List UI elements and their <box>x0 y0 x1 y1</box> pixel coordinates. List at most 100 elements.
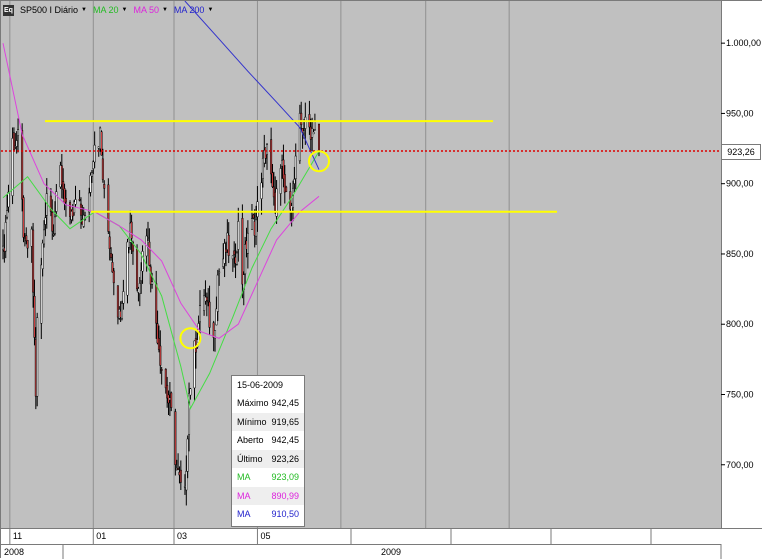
candle-body <box>4 222 7 252</box>
candle-body <box>224 248 227 253</box>
candle-body <box>301 128 304 133</box>
candle-body <box>126 241 129 296</box>
chevron-down-icon: ▼ <box>121 7 128 13</box>
candle-body <box>279 168 282 194</box>
candle-body <box>302 130 305 134</box>
last-price-marker: 923,26 <box>721 144 761 160</box>
candle-body <box>244 244 247 275</box>
price-tick-label: 700,00 <box>726 460 754 470</box>
candle-body <box>40 264 43 324</box>
candle-body <box>260 182 263 199</box>
candle-body <box>60 165 63 185</box>
candle-body <box>266 144 269 155</box>
candle-body <box>25 235 28 242</box>
candle-body <box>49 195 52 212</box>
candle-body <box>111 262 114 273</box>
candle-body <box>282 159 285 180</box>
ma200-selector[interactable]: MA 200 ▼ <box>174 5 213 15</box>
tooltip-row-value: 923,09 <box>271 472 299 483</box>
candle-body <box>138 283 141 294</box>
candle-body <box>170 392 173 408</box>
candle-body <box>207 300 210 303</box>
candle-body <box>79 203 82 216</box>
candle-body <box>110 253 113 258</box>
candle-body <box>300 112 303 126</box>
price-tick-label: 1.000,00 <box>726 38 761 48</box>
candle-body <box>285 186 288 192</box>
tooltip-row-value: 890,99 <box>271 490 299 501</box>
ma20-label: MA 20 <box>92 5 119 15</box>
candle-body <box>130 221 133 239</box>
price-tick-label: 900,00 <box>726 179 754 189</box>
price-plot-area[interactable] <box>1 1 721 528</box>
candle-body <box>292 187 295 208</box>
candle-body <box>11 138 14 196</box>
candle-body <box>140 270 143 281</box>
candle-body <box>90 172 93 177</box>
candle-body <box>101 158 104 180</box>
candle-body <box>69 202 72 217</box>
candle-body <box>74 199 77 205</box>
candle-body <box>51 212 54 232</box>
candle-body <box>255 219 258 237</box>
time-axis-background <box>1 528 762 559</box>
candle-body <box>21 130 24 200</box>
tooltip-row-value: 942,45 <box>271 435 299 446</box>
tooltip-row-label: MA <box>237 509 251 520</box>
tooltip-row-label: Aberto <box>237 435 264 446</box>
highlight-circle <box>179 327 202 350</box>
candle-body <box>78 199 81 201</box>
candle-body <box>179 469 182 483</box>
ma50-selector[interactable]: MA 50 ▼ <box>133 5 167 15</box>
tooltip-row: Último 923,26 <box>232 449 304 468</box>
month-label: 03 <box>177 531 187 541</box>
candle-body <box>283 174 286 193</box>
candle-body <box>241 218 244 285</box>
tooltip-row: Máximo 942,45 <box>232 394 304 413</box>
tooltip-row: MA 923,09 <box>232 468 304 487</box>
tooltip-row-value: 919,65 <box>271 416 299 427</box>
candle-body <box>250 218 253 230</box>
candle-body <box>26 240 29 249</box>
chevron-down-icon: ▼ <box>161 7 168 13</box>
candle-body <box>62 181 65 190</box>
ma20-selector[interactable]: MA 20 ▼ <box>93 5 127 15</box>
candle-body <box>270 139 273 175</box>
candle-body <box>233 250 236 255</box>
candle-body <box>293 178 296 184</box>
candle-body <box>7 191 10 208</box>
candle-body <box>148 241 151 266</box>
time-axis[interactable]: 11 01 03 05 2008 2009 <box>1 528 762 559</box>
tooltip-row-label: MA <box>237 490 251 501</box>
tooltip-row-label: MA <box>237 472 251 483</box>
candle-body <box>108 236 111 249</box>
candle-body <box>186 438 189 472</box>
tooltip-row-value: 942,45 <box>271 398 299 409</box>
candle-body <box>215 308 218 326</box>
candle-body <box>92 161 95 169</box>
candle-body <box>147 237 150 239</box>
candle-body <box>155 283 158 324</box>
candle-body <box>121 303 124 320</box>
candle-body <box>6 210 9 218</box>
candle-body <box>271 172 274 187</box>
candle-body <box>22 197 25 238</box>
month-label: 01 <box>96 531 106 541</box>
candle-body <box>41 242 44 270</box>
candle-body <box>227 234 230 256</box>
tooltip-row-label: Máximo <box>237 398 269 409</box>
candle-body <box>33 296 36 338</box>
year-label: 2009 <box>381 547 401 557</box>
price-tick-label: 800,00 <box>726 319 754 329</box>
price-axis[interactable]: 1.000,00 950,00 900,00 850,00 800,00 750,00 70… <box>721 1 762 528</box>
tooltip-row-label: Último <box>237 453 263 464</box>
symbol-selector[interactable]: SP500 I Diário ▼ <box>20 5 87 15</box>
candle-body <box>318 123 320 152</box>
candle-body <box>89 175 92 193</box>
candle-body <box>156 323 159 344</box>
candle-body <box>44 217 47 225</box>
data-tooltip: 15-06-2009 Máximo 942,45 Mínimo 919,65 Abert… <box>231 375 305 527</box>
candle-body <box>298 113 301 162</box>
candle-body <box>157 337 160 350</box>
month-label: 05 <box>260 531 270 541</box>
